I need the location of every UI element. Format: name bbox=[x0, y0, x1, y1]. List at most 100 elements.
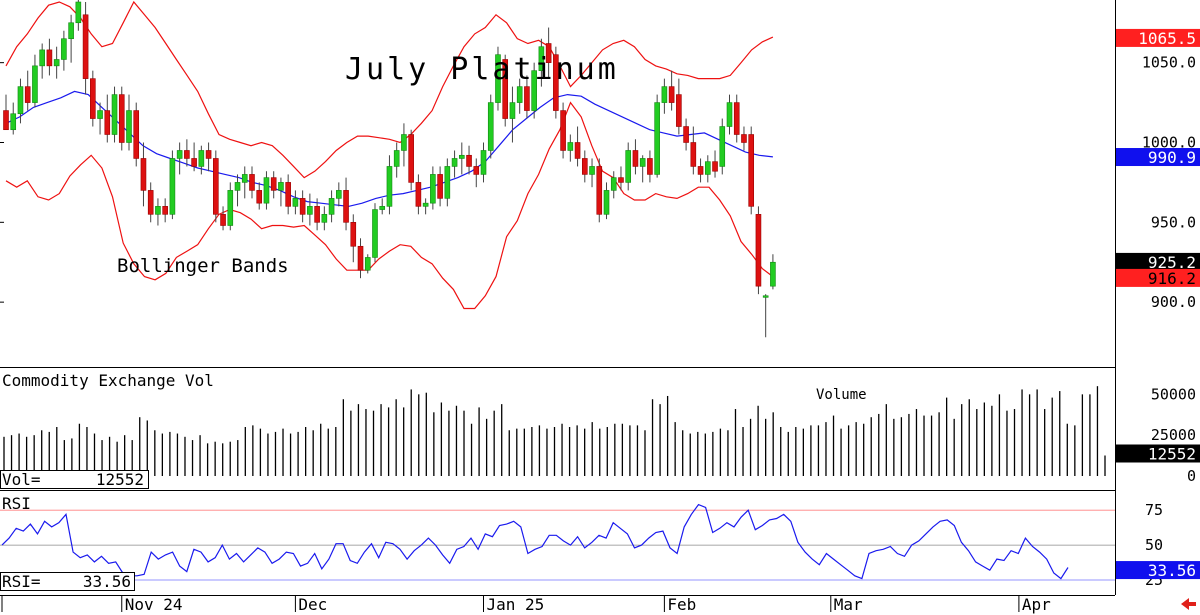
rsi-marker-text: 33.56 bbox=[1148, 561, 1196, 580]
candle bbox=[343, 177, 349, 231]
candle bbox=[748, 126, 755, 215]
candle-body bbox=[581, 158, 588, 175]
candle bbox=[466, 145, 472, 175]
rsi-readout-label: RSI= bbox=[2, 572, 41, 591]
rsi-tick-label: 50 bbox=[1145, 536, 1163, 554]
candle bbox=[589, 158, 595, 188]
candle bbox=[126, 94, 132, 151]
candle bbox=[495, 46, 501, 111]
candle bbox=[408, 129, 414, 191]
candle-body bbox=[169, 158, 176, 215]
candle-body bbox=[748, 134, 755, 207]
candle bbox=[437, 166, 443, 207]
candle-body bbox=[430, 174, 436, 204]
candle-body bbox=[545, 43, 552, 63]
candle-body bbox=[386, 166, 393, 207]
candle bbox=[24, 70, 31, 111]
candle bbox=[726, 94, 733, 135]
candle bbox=[321, 206, 328, 231]
candle bbox=[118, 86, 125, 151]
candle bbox=[545, 27, 552, 79]
candle bbox=[140, 142, 147, 207]
rsi-series-line bbox=[1, 503, 1069, 580]
rsi-marker: 33.56 bbox=[1116, 561, 1200, 580]
candle bbox=[531, 62, 537, 119]
candle bbox=[422, 198, 429, 215]
candle-body bbox=[278, 182, 284, 191]
rsi-readout-box bbox=[0, 572, 135, 591]
candle-body bbox=[589, 166, 595, 175]
candle-body bbox=[155, 206, 161, 215]
volume-tick-label: 25000 bbox=[1151, 426, 1196, 444]
candle bbox=[133, 102, 140, 167]
candle bbox=[625, 142, 632, 191]
candle-body bbox=[415, 182, 422, 207]
candle-body bbox=[697, 166, 704, 175]
candle bbox=[755, 206, 762, 295]
grid-layer bbox=[0, 62, 1115, 581]
candle bbox=[111, 86, 118, 143]
candle-body bbox=[531, 70, 537, 111]
candle bbox=[581, 150, 588, 183]
candle bbox=[596, 158, 603, 223]
candle bbox=[364, 254, 371, 274]
candle-body bbox=[321, 214, 328, 223]
candle-body bbox=[459, 154, 465, 159]
candle-body bbox=[487, 102, 494, 151]
candle-body bbox=[220, 214, 226, 226]
candle-body bbox=[444, 166, 451, 199]
candle-body bbox=[213, 158, 219, 215]
candle-body bbox=[393, 150, 400, 167]
candle-body bbox=[3, 110, 9, 131]
price-marker-box bbox=[1116, 252, 1200, 271]
candle-body bbox=[249, 174, 255, 191]
rsi-marker-box bbox=[1116, 561, 1200, 580]
candle-body bbox=[755, 214, 762, 287]
candle bbox=[668, 70, 675, 111]
scroll-left-arrow-icon[interactable] bbox=[1181, 598, 1196, 610]
price-marker-box bbox=[1116, 268, 1200, 287]
candle bbox=[502, 54, 509, 127]
candle bbox=[459, 142, 465, 175]
candle bbox=[654, 94, 660, 178]
candle bbox=[314, 198, 320, 231]
candle-body bbox=[126, 110, 132, 143]
candle-body bbox=[712, 161, 718, 172]
candle bbox=[75, 0, 82, 31]
candle-body bbox=[422, 202, 429, 207]
candlesticks bbox=[3, 0, 776, 338]
candle-body bbox=[567, 142, 574, 151]
candle bbox=[574, 126, 581, 167]
candle-body bbox=[97, 110, 103, 119]
candle-body bbox=[82, 14, 89, 79]
candle bbox=[553, 46, 559, 119]
candle-body bbox=[502, 59, 509, 119]
bollinger-label: Bollinger Bands bbox=[117, 255, 289, 277]
candle bbox=[632, 139, 639, 175]
candle bbox=[213, 150, 219, 223]
candle-body bbox=[733, 102, 740, 135]
price-marker: 990.9 bbox=[1116, 148, 1200, 167]
candle-body bbox=[68, 22, 74, 40]
candle-body bbox=[690, 142, 697, 167]
candle bbox=[538, 38, 545, 87]
x-axis-label: Dec bbox=[298, 595, 327, 614]
candle-body bbox=[560, 110, 566, 151]
candle-body bbox=[625, 150, 632, 183]
candle-body bbox=[451, 158, 458, 167]
candle-body bbox=[256, 190, 263, 204]
volume-annotation: Volume bbox=[816, 387, 867, 403]
price-tick-label: 950.0 bbox=[1151, 213, 1196, 231]
candle-body bbox=[770, 261, 776, 287]
candle bbox=[285, 174, 291, 215]
candle-body bbox=[647, 158, 653, 175]
candle-body bbox=[307, 206, 313, 215]
candle bbox=[618, 166, 624, 191]
candle-body bbox=[133, 110, 140, 159]
candle bbox=[234, 174, 241, 207]
candle bbox=[524, 75, 530, 119]
candle-body bbox=[495, 54, 501, 103]
candle bbox=[697, 158, 704, 183]
candle-body bbox=[46, 49, 53, 67]
